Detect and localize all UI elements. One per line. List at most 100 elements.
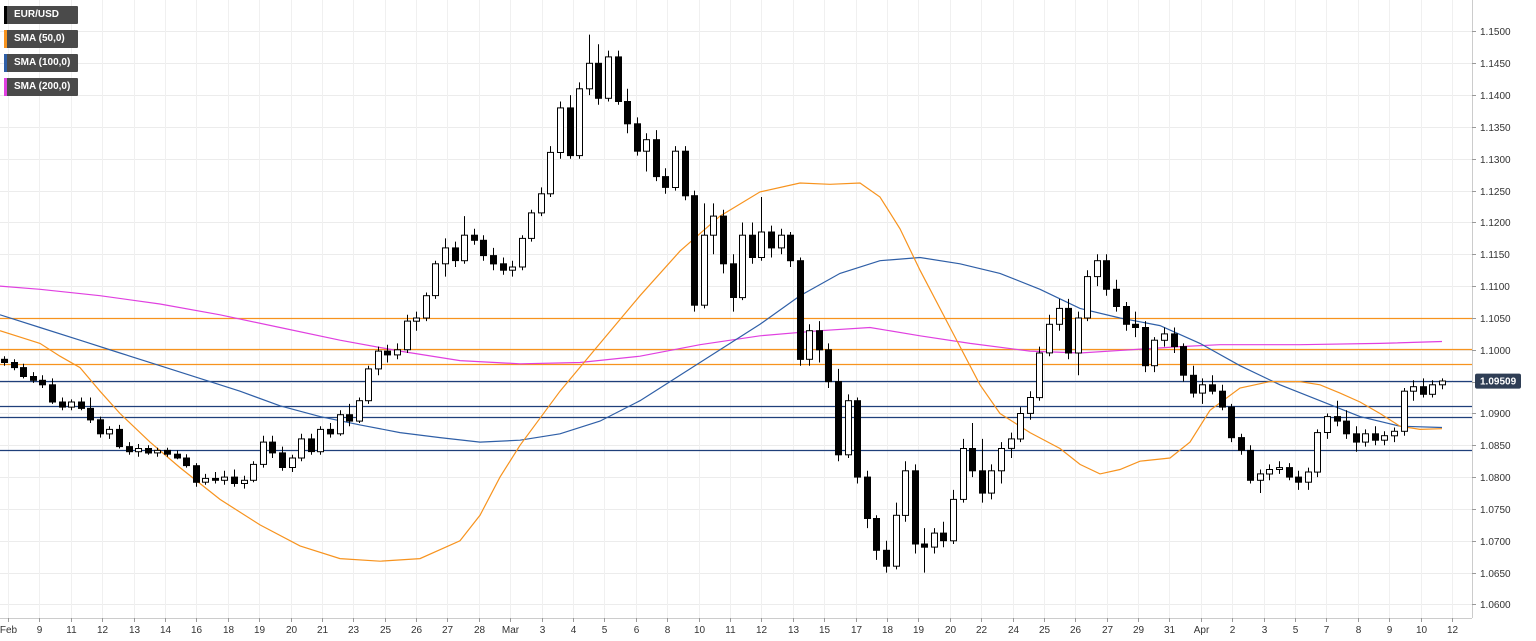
- candle-body-bullish: [576, 88, 583, 157]
- candle-body-bullish: [442, 247, 449, 265]
- legend-item-sma-50[interactable]: SMA (50,0): [4, 30, 79, 48]
- candle-body-bullish: [1017, 413, 1024, 440]
- candle-body-bearish: [883, 549, 890, 567]
- legend-swatch: [4, 30, 7, 48]
- time-tick-label: 3: [1262, 625, 1268, 636]
- time-tick-label: 2: [1230, 625, 1236, 636]
- candle-body-bearish: [624, 101, 631, 125]
- candle-body-bullish: [135, 448, 142, 453]
- candle-body-bullish: [739, 234, 746, 299]
- candle-body-bullish: [960, 448, 967, 500]
- time-tick-label: Mar: [502, 625, 520, 636]
- time-axis[interactable]: Feb 9 11 12 13 14 16 18 19 20 21 23 25 26 27 28 Mar 3 4 5 6 8…: [0, 618, 1458, 636]
- time-tick-label: 18: [882, 625, 894, 636]
- candle-body-bullish: [289, 457, 296, 468]
- candle-body-bullish: [902, 470, 909, 516]
- candle-body-bearish: [816, 330, 823, 351]
- candle-body-bearish: [787, 234, 794, 262]
- price-tick-label: 1.0750: [1480, 505, 1511, 516]
- candle-body-bullish: [202, 477, 209, 483]
- candle-body-bullish: [1199, 384, 1206, 394]
- legend-item-eurusd[interactable]: EUR/USD: [4, 6, 79, 24]
- candle-body-bearish: [595, 62, 602, 99]
- time-tick-label: 8: [1356, 625, 1362, 636]
- legend-item-sma-200[interactable]: SMA (200,0): [4, 78, 79, 96]
- candle-body-bullish: [1075, 317, 1082, 354]
- candle-body-bearish: [1353, 433, 1360, 443]
- candle-body-bullish: [1314, 432, 1321, 473]
- time-tick-label: 8: [665, 625, 671, 636]
- price-tick-label: 1.1350: [1480, 123, 1511, 134]
- candle-body-bearish: [835, 381, 842, 456]
- time-tick-label: 7: [1324, 625, 1330, 636]
- time-tick-label: 13: [788, 625, 800, 636]
- time-tick-label: 17: [851, 625, 863, 636]
- candle-body-bearish: [691, 195, 698, 306]
- candle-body-bullish: [413, 317, 420, 322]
- candle-body-bullish: [893, 514, 900, 567]
- sma-50-line: [0, 182, 1443, 562]
- time-tick-label: Feb: [0, 625, 18, 636]
- candle-body-bearish: [940, 532, 947, 542]
- candle-body-bearish: [615, 56, 622, 102]
- candle-body-bullish: [404, 320, 411, 351]
- grid-lines: [0, 0, 1472, 618]
- candle-body-bullish: [672, 150, 679, 188]
- candle-body-bearish: [500, 263, 507, 271]
- last-price-label: 1.09509: [1480, 377, 1517, 388]
- time-tick-label: 29: [1133, 625, 1145, 636]
- candle-body-bearish: [87, 407, 94, 421]
- candle-body-bullish: [106, 428, 113, 435]
- price-tick-label: 1.1050: [1480, 314, 1511, 325]
- candle-body-bearish: [480, 239, 487, 257]
- price-axis[interactable]: 1.0600 1.0650 1.0700 1.0750 1.0800 1.0850 1.09…: [1472, 27, 1511, 611]
- candle-body-bearish: [279, 452, 286, 468]
- candlestick-series: [1, 34, 1446, 573]
- candle-body-bearish: [1343, 420, 1350, 435]
- sma-100-line: [0, 256, 1443, 443]
- candle-body-bullish: [375, 350, 382, 370]
- candle-body-bearish: [1103, 260, 1110, 290]
- candle-body-bearish: [183, 457, 190, 467]
- candle-body-bullish: [1305, 471, 1312, 483]
- candle-body-bullish: [586, 62, 593, 90]
- candle-body-bullish: [1266, 469, 1273, 475]
- candle-body-bearish: [864, 476, 871, 520]
- candle-body-bearish: [471, 234, 478, 241]
- candle-body-bullish: [154, 449, 161, 454]
- legend-item-sma-100[interactable]: SMA (100,0): [4, 54, 79, 72]
- candle-body-bearish: [720, 215, 727, 265]
- candle-body-bullish: [1027, 397, 1034, 414]
- candle-body-bullish: [1046, 323, 1053, 354]
- price-tick-label: 1.0700: [1480, 537, 1511, 548]
- candle-body-bearish: [730, 263, 737, 298]
- candle-body-bullish: [643, 139, 650, 152]
- time-tick-label: 26: [1070, 625, 1082, 636]
- candle-body-bearish: [97, 419, 104, 435]
- candle-body-bearish: [384, 350, 391, 356]
- candle-body-bullish: [1391, 430, 1398, 437]
- legend-label: SMA (200,0): [14, 81, 71, 92]
- candle-body-bullish: [1439, 380, 1446, 386]
- time-tick-label: 12: [97, 625, 109, 636]
- candle-body-bearish: [1, 358, 8, 363]
- candle-body-bearish: [653, 139, 660, 178]
- candle-body-bullish: [557, 107, 564, 153]
- candle-body-bullish: [423, 295, 430, 319]
- time-tick-label: 27: [442, 625, 454, 636]
- time-tick-label: 25: [1039, 625, 1051, 636]
- price-tick-label: 1.0650: [1480, 569, 1511, 580]
- time-tick-label: 22: [976, 625, 988, 636]
- candle-body-bullish: [1008, 438, 1015, 449]
- candle-body-bullish: [1276, 467, 1283, 471]
- time-tick-label: 5: [602, 625, 608, 636]
- candle-body-bearish: [1209, 384, 1216, 392]
- candle-body-bearish: [1238, 437, 1245, 451]
- candle-body-bullish: [1401, 390, 1408, 432]
- candle-body-bearish: [634, 123, 641, 152]
- time-tick-label: 18: [223, 625, 235, 636]
- candle-body-bearish: [452, 247, 459, 262]
- candle-body-bearish: [567, 107, 574, 157]
- candle-body-bearish: [59, 401, 66, 408]
